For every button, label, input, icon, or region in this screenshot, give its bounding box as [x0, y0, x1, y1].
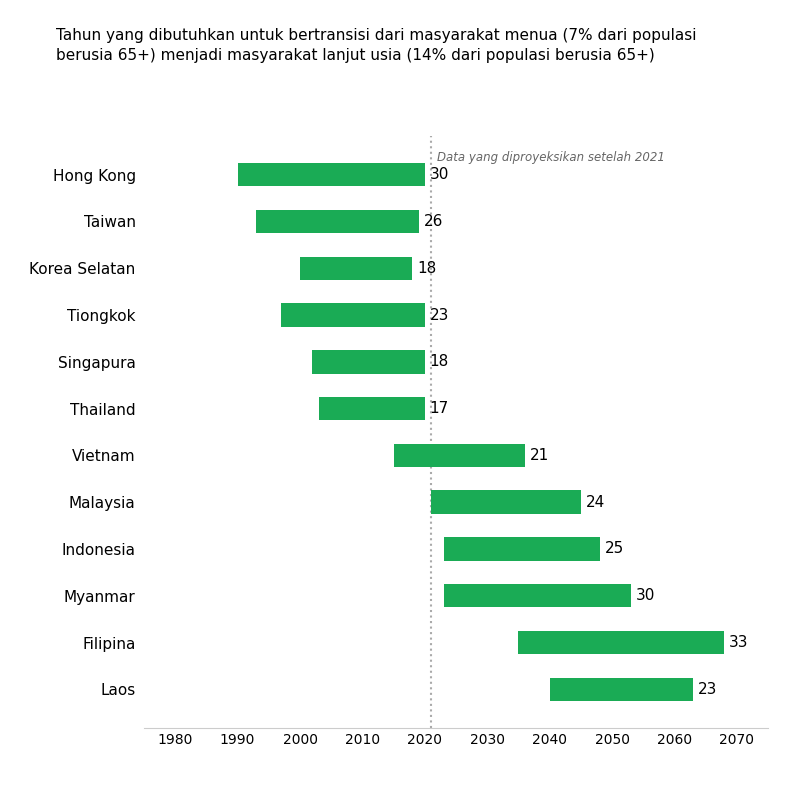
Bar — [318, 397, 425, 420]
Bar — [282, 303, 425, 326]
Bar — [313, 350, 425, 374]
Bar — [518, 631, 724, 654]
Text: 33: 33 — [730, 635, 749, 650]
Bar — [431, 490, 581, 514]
Text: 17: 17 — [430, 401, 449, 416]
Text: Tahun yang dibutuhkan untuk bertransisi dari masyarakat menua (7% dari populasi
: Tahun yang dibutuhkan untuk bertransisi … — [56, 28, 697, 62]
Text: 30: 30 — [636, 588, 655, 603]
Bar — [443, 538, 599, 561]
Text: 18: 18 — [418, 261, 437, 276]
Text: 18: 18 — [430, 354, 449, 370]
Bar — [256, 210, 418, 233]
Bar — [550, 678, 693, 701]
Text: 21: 21 — [530, 448, 549, 463]
Text: Data yang diproyeksikan setelah 2021: Data yang diproyeksikan setelah 2021 — [438, 151, 665, 164]
Bar — [238, 163, 425, 186]
Text: 24: 24 — [586, 494, 605, 510]
Text: 25: 25 — [605, 542, 624, 557]
Text: 30: 30 — [430, 167, 449, 182]
Text: 23: 23 — [698, 682, 718, 697]
Bar — [300, 257, 412, 280]
Bar — [394, 444, 525, 467]
Text: 26: 26 — [423, 214, 443, 229]
Bar — [443, 584, 630, 607]
Text: 23: 23 — [430, 307, 449, 322]
